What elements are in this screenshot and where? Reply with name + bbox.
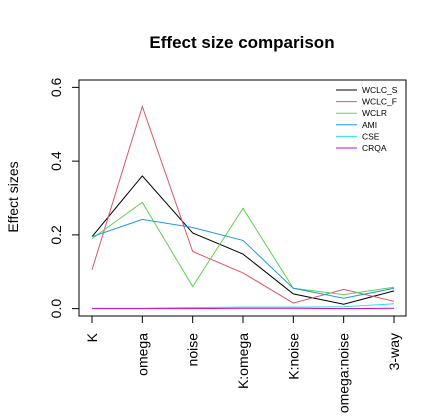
legend-label: WCLC_F [362, 97, 397, 107]
plot-frame [79, 80, 406, 316]
legend-label: WCLR [362, 108, 387, 118]
legend-label: CRQA [362, 143, 387, 153]
chart-title: Effect size comparison [149, 33, 334, 52]
legend-label: CSE [362, 131, 380, 141]
y-tick-label: 0.4 [48, 151, 64, 171]
series-line-ami [92, 219, 394, 298]
legend-label: WCLC_S [362, 85, 398, 95]
x-tick-label: K:omega [235, 333, 251, 389]
y-tick-label: 0.2 [48, 225, 64, 245]
series-line-wclr [92, 202, 394, 294]
legend-label: AMI [362, 120, 377, 130]
x-tick-label: omega [134, 333, 150, 376]
x-tick-label: 3-way [386, 333, 402, 370]
series-line-cse [92, 304, 394, 309]
y-axis-label: Effect sizes [5, 161, 21, 232]
x-tick-label: omega:noise [336, 333, 352, 413]
x-tick-label: K:noise [285, 333, 301, 380]
y-tick-label: 0.0 [48, 299, 64, 319]
x-tick-label: K [84, 332, 100, 342]
y-tick-label: 0.6 [48, 77, 64, 97]
x-tick-label: noise [185, 333, 201, 367]
